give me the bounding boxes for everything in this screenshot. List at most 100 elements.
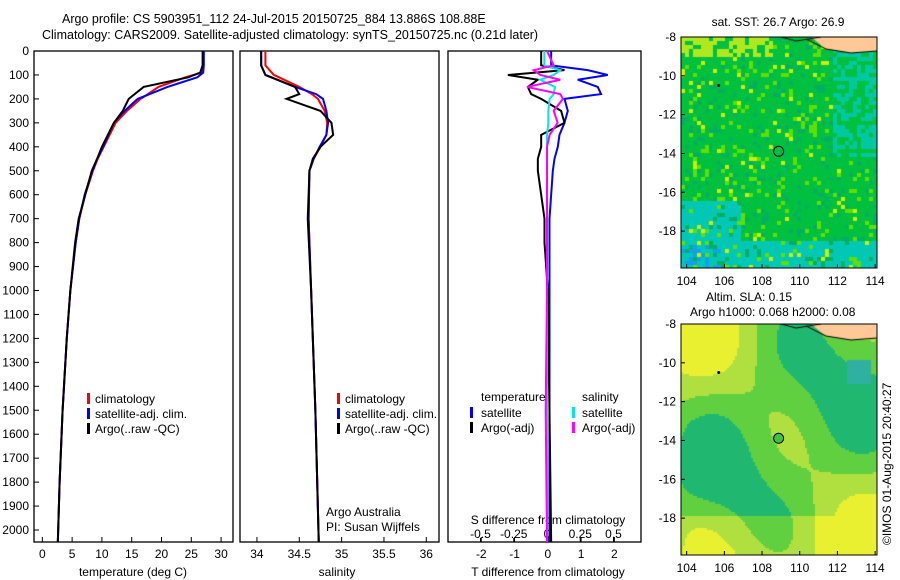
depth-tick-label: 100 [9,68,29,82]
depth-tick-label: 900 [9,260,29,274]
map-lon-label: 108 [752,561,772,575]
s-diff-tick-label: -0.25 [500,527,528,541]
t-diff-axis-tick-label: -1 [509,547,520,561]
legend-swatch [87,393,90,404]
map-lat-label: -8 [665,30,676,44]
difference-line-3 [526,50,565,543]
t-diff-axis-tick-label: -2 [476,547,487,561]
t-diff-axis-tick-label: 2 [611,547,618,561]
salinity-axis-tick-label: 34.5 [288,547,312,561]
map-lon-label: 108 [752,274,772,288]
depth-tick-label: 2000 [2,523,29,537]
salinity-axis-tick-label: 35 [335,547,349,561]
annotation-text: Argo Australia [326,505,401,519]
panel-frame-0 [33,50,234,543]
temperature-axis-tick-label: 30 [214,547,228,561]
temperature-axis-tick-label: 25 [185,547,199,561]
annotation-text: PI: Susan Wijffels [326,520,420,534]
temperature-axis-tick-label: 20 [155,547,169,561]
title-line-1: Argo profile: CS 5903951_112 24-Jul-2015… [62,12,486,26]
map-lat-label: -16 [659,185,677,199]
map-lat-label: -14 [659,433,677,447]
map-lat-label: -8 [665,317,676,331]
depth-tick-label: 200 [9,92,29,106]
legend-label: satellite [481,406,522,420]
s-diff-tick-label: 0.25 [569,527,593,541]
sst-map-title: sat. SST: 26.7 Argo: 26.9 [712,15,845,29]
argo-position-marker [773,432,785,444]
map-lon-label: 104 [677,274,697,288]
island-marker [717,371,721,375]
depth-tick-label: 1400 [2,379,29,393]
legend-swatch [337,423,340,434]
legend-title-temperature: temperature [481,390,546,404]
t-diff-axis-tick-label: 1 [578,547,585,561]
map-lon-label: 106 [714,561,734,575]
map-lat-label: -12 [659,108,677,122]
sla-map-title: Altim. SLA: 0.15 [706,290,792,304]
map-lat-label: -10 [659,356,677,370]
depth-tick-label: 1600 [2,427,29,441]
depth-tick-label: 1100 [3,307,29,321]
legend-swatch [87,423,90,434]
difference-line-0 [548,51,608,542]
map-lat-label: -16 [659,472,677,486]
legend-label: climatology [95,392,155,406]
depth-tick-label: 1500 [2,403,29,417]
depth-tick-label: 700 [9,212,29,226]
legend-label: satellite-adj. clim. [345,407,437,421]
legend-label: Argo(-adj) [481,421,534,435]
s-diff-tick-label: -0.5 [470,527,491,541]
legend-swatch [87,408,90,419]
depth-tick-label: 1200 [2,331,29,345]
map-lon-label: 106 [714,274,734,288]
map-lat-label: -18 [659,511,677,525]
map-lon-label: 112 [828,561,847,575]
legend-label: climatology [345,392,405,406]
sst-map [681,37,877,268]
map-lat-label: -14 [659,146,677,160]
argo-position-marker [773,145,785,157]
depth-tick-label: 300 [9,116,29,130]
depth-tick-label: 400 [9,140,29,154]
legend-title-salinity: salinity [582,390,619,404]
salinity-axis-tick-label: 35.5 [372,547,396,561]
map-lon-label: 104 [677,561,697,575]
salinity-axis-tick-label: 36 [420,547,434,561]
temperature-axis-label: temperature (deg C) [79,565,187,579]
depth-tick-label: 800 [9,236,29,250]
map-lon-label: 114 [866,274,885,288]
legend-swatch [337,393,340,404]
temperature-axis-tick-label: 15 [125,547,139,561]
island-marker [717,84,721,88]
depth-tick-label: 1000 [2,284,29,298]
t-diff-axis-tick-label: 0 [544,547,551,561]
temperature-axis-tick-label: 0 [39,547,46,561]
legend-swatch [470,407,473,418]
legend-label: Argo(-adj) [582,421,635,435]
map-lon-label: 110 [790,561,809,575]
salinity-axis-label: salinity [319,565,356,579]
map-lon-label: 110 [790,274,809,288]
map-lon-label: 112 [828,274,847,288]
depth-tick-label: 600 [9,188,29,202]
depth-tick-label: 500 [9,164,29,178]
map-lat-label: -18 [659,224,677,238]
legend-label: satellite [582,406,623,420]
map-lat-label: -10 [659,69,677,83]
depth-tick-label: 1700 [2,451,29,465]
map-frame-0 [680,36,878,269]
legend-label: Argo(..raw -QC) [345,422,430,436]
map-frame-1 [680,323,878,556]
legend-label: Argo(..raw -QC) [95,422,180,436]
temperature-axis-tick-label: 5 [69,547,76,561]
depth-tick-label: 1300 [2,355,29,369]
temperature-line-2 [56,51,204,543]
depth-tick-label: 0 [22,44,29,58]
temperature-axis-tick-label: 10 [95,547,109,561]
depth-tick-label: 1900 [2,499,29,513]
t-diff-axis-label: T difference from climatology [471,565,625,579]
